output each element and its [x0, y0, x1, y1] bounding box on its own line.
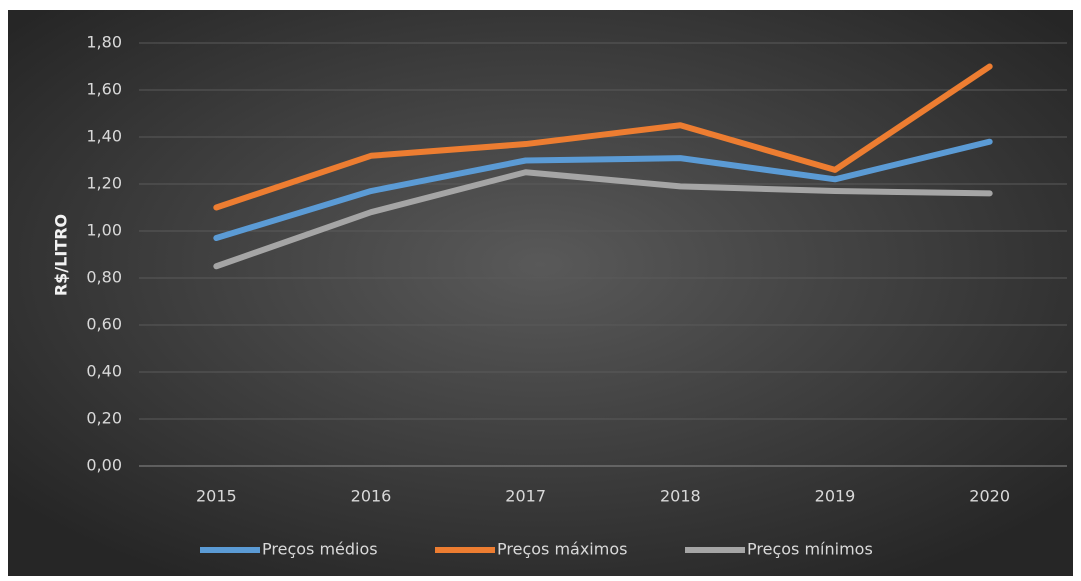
- series-line: [213, 138, 993, 242]
- legend-label: Preços mínimos: [747, 540, 873, 559]
- y-tick-label: 1,00: [86, 221, 122, 240]
- y-tick-label: 1,40: [86, 127, 122, 146]
- y-tick-label: 1,60: [86, 80, 122, 99]
- y-tick-label: 1,80: [86, 33, 122, 52]
- legend-label: Preços máximos: [497, 540, 627, 559]
- y-axis-label: R$/LITRO: [52, 214, 71, 296]
- y-tick-label: 0,40: [86, 362, 122, 381]
- x-tick-label: 2020: [969, 487, 1010, 506]
- series-line: [213, 169, 993, 270]
- y-tick-label: 0,60: [86, 315, 122, 334]
- x-tick-label: 2019: [815, 487, 856, 506]
- legend-label: Preços médios: [262, 540, 378, 559]
- y-tick-label: 0,00: [86, 456, 122, 475]
- x-tick-label: 2018: [660, 487, 701, 506]
- series-line: [213, 63, 993, 211]
- x-tick-label: 2017: [505, 487, 546, 506]
- x-tick-label: 2015: [196, 487, 237, 506]
- x-tick-label: 2016: [351, 487, 392, 506]
- y-tick-label: 0,80: [86, 268, 122, 287]
- y-tick-label: 1,20: [86, 174, 122, 193]
- y-tick-label: 0,20: [86, 409, 122, 428]
- chart-background: [8, 10, 1073, 576]
